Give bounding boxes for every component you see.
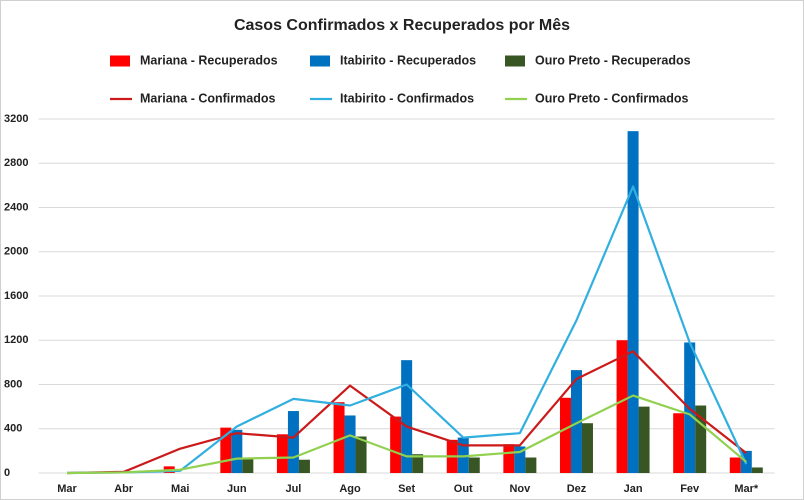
x-tick-label: Mar [57,483,77,495]
y-tick-label: 800 [4,378,22,390]
bar [695,405,707,473]
x-tick-label: Jun [227,483,247,495]
bar [559,397,571,473]
x-tick-label: Mai [171,483,189,495]
y-tick-label: 1200 [4,334,28,346]
legend-label: Ouro Preto - Confirmados [535,91,689,105]
x-tick-label: Dez [567,483,587,495]
legend-swatch [505,55,525,67]
bar [457,437,469,473]
bar [468,457,480,473]
x-tick-label: Abr [114,483,134,495]
bar [638,406,650,473]
y-tick-label: 2800 [4,157,28,169]
bar [276,434,288,473]
bar [390,416,402,473]
x-tick-label: Jul [285,483,301,495]
bar [729,457,741,473]
bar [287,411,299,473]
y-tick-label: 0 [4,467,10,479]
bar [412,454,424,473]
legend-swatch [110,55,130,67]
x-tick-label: Jan [624,483,643,495]
bar [220,427,232,473]
line [66,350,747,475]
bar [298,459,310,473]
legend-label: Mariana - Confirmados [140,91,275,105]
bar [401,360,413,473]
legend-label: Itabirito - Confirmados [340,91,474,105]
bar [616,340,628,473]
bar [673,413,685,473]
x-tick-label: Fev [680,483,700,495]
y-tick-label: 2000 [4,246,28,258]
bar [514,446,526,473]
line [66,394,748,475]
bar [525,457,537,473]
bar [355,436,367,473]
legend-label: Itabirito - Recuperados [340,53,476,67]
bar [627,131,639,473]
x-tick-label: Mar* [734,483,759,495]
bar [231,429,243,473]
y-tick-label: 3200 [4,113,28,125]
legend-label: Ouro Preto - Recuperados [535,53,691,67]
legend-label: Mariana - Recuperados [140,53,278,67]
y-tick-label: 400 [4,423,22,435]
x-tick-label: Nov [509,483,531,495]
bar [242,458,254,473]
x-tick-label: Ago [339,483,361,495]
y-tick-label: 1600 [4,290,28,302]
x-tick-label: Out [454,483,473,495]
x-tick-label: Set [398,483,415,495]
chart-title: Casos Confirmados x Recuperados por Mês [234,17,570,34]
bar [333,402,345,473]
bar [344,415,356,473]
y-tick-label: 2400 [4,201,28,213]
bar [503,444,515,473]
line [66,185,748,475]
bar [751,467,763,473]
legend-swatch [310,55,330,67]
bar [570,370,582,473]
bar [581,423,593,473]
